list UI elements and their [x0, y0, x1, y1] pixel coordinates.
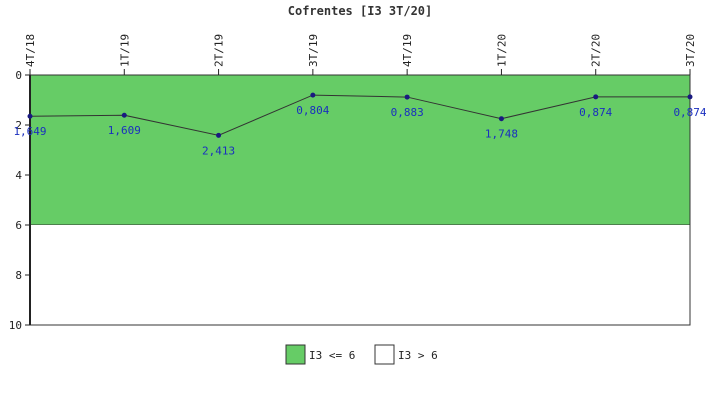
data-label: 1,748: [485, 128, 518, 141]
band-1: [30, 225, 690, 325]
legend: I3 <= 6 I3 > 6: [285, 344, 438, 365]
data-point: [216, 132, 222, 138]
y-tick-label: 0: [15, 69, 22, 82]
y-tick-label: 10: [9, 319, 22, 332]
data-label: 0,874: [673, 106, 706, 119]
x-tick-label: 2T/20: [590, 34, 603, 67]
data-label: 2,413: [202, 144, 235, 157]
x-tick-label: 1T/20: [495, 34, 508, 67]
x-tick-label: 3T/19: [307, 34, 320, 67]
data-labels: 1,649 1,609 2,413 0,804 0,883 1,748 0,874 0,874: [13, 104, 706, 157]
data-point: [593, 94, 599, 100]
data-label: 0,804: [296, 104, 329, 117]
y-tick-label: 2: [15, 119, 22, 132]
x-axis-ticks: 4T/18 1T/19 2T/19 3T/19 4T/19 1T/20 2T/20 3T/20: [24, 34, 697, 75]
chart-title: Cofrentes [I3 3T/20]: [288, 4, 433, 18]
data-label: 0,874: [579, 106, 612, 119]
data-point: [27, 113, 33, 119]
legend-swatch: [285, 344, 306, 365]
data-point: [404, 94, 410, 100]
data-label: 0,883: [391, 106, 424, 119]
x-tick-label: 1T/19: [118, 34, 131, 67]
y-axis-ticks: 0 2 4 6 8 10: [9, 69, 30, 332]
data-point: [310, 92, 316, 98]
data-point: [687, 94, 693, 100]
x-tick-label: 4T/18: [24, 34, 37, 67]
legend-label: I3 <= 6: [309, 349, 355, 362]
legend-swatch: [374, 344, 395, 365]
y-tick-label: 8: [15, 269, 22, 282]
x-tick-label: 3T/20: [684, 34, 697, 67]
x-tick-label: 2T/19: [213, 34, 226, 67]
data-label: 1,609: [108, 124, 141, 137]
series-line: [29, 94, 690, 136]
y-tick-label: 6: [15, 219, 22, 232]
data-label: 1,649: [13, 125, 46, 138]
data-point: [121, 112, 127, 118]
series-points: [27, 92, 693, 138]
x-tick-label: 4T/19: [401, 34, 414, 67]
data-point: [498, 116, 504, 122]
y-tick-label: 4: [15, 169, 22, 182]
legend-label: I3 > 6: [398, 349, 438, 362]
